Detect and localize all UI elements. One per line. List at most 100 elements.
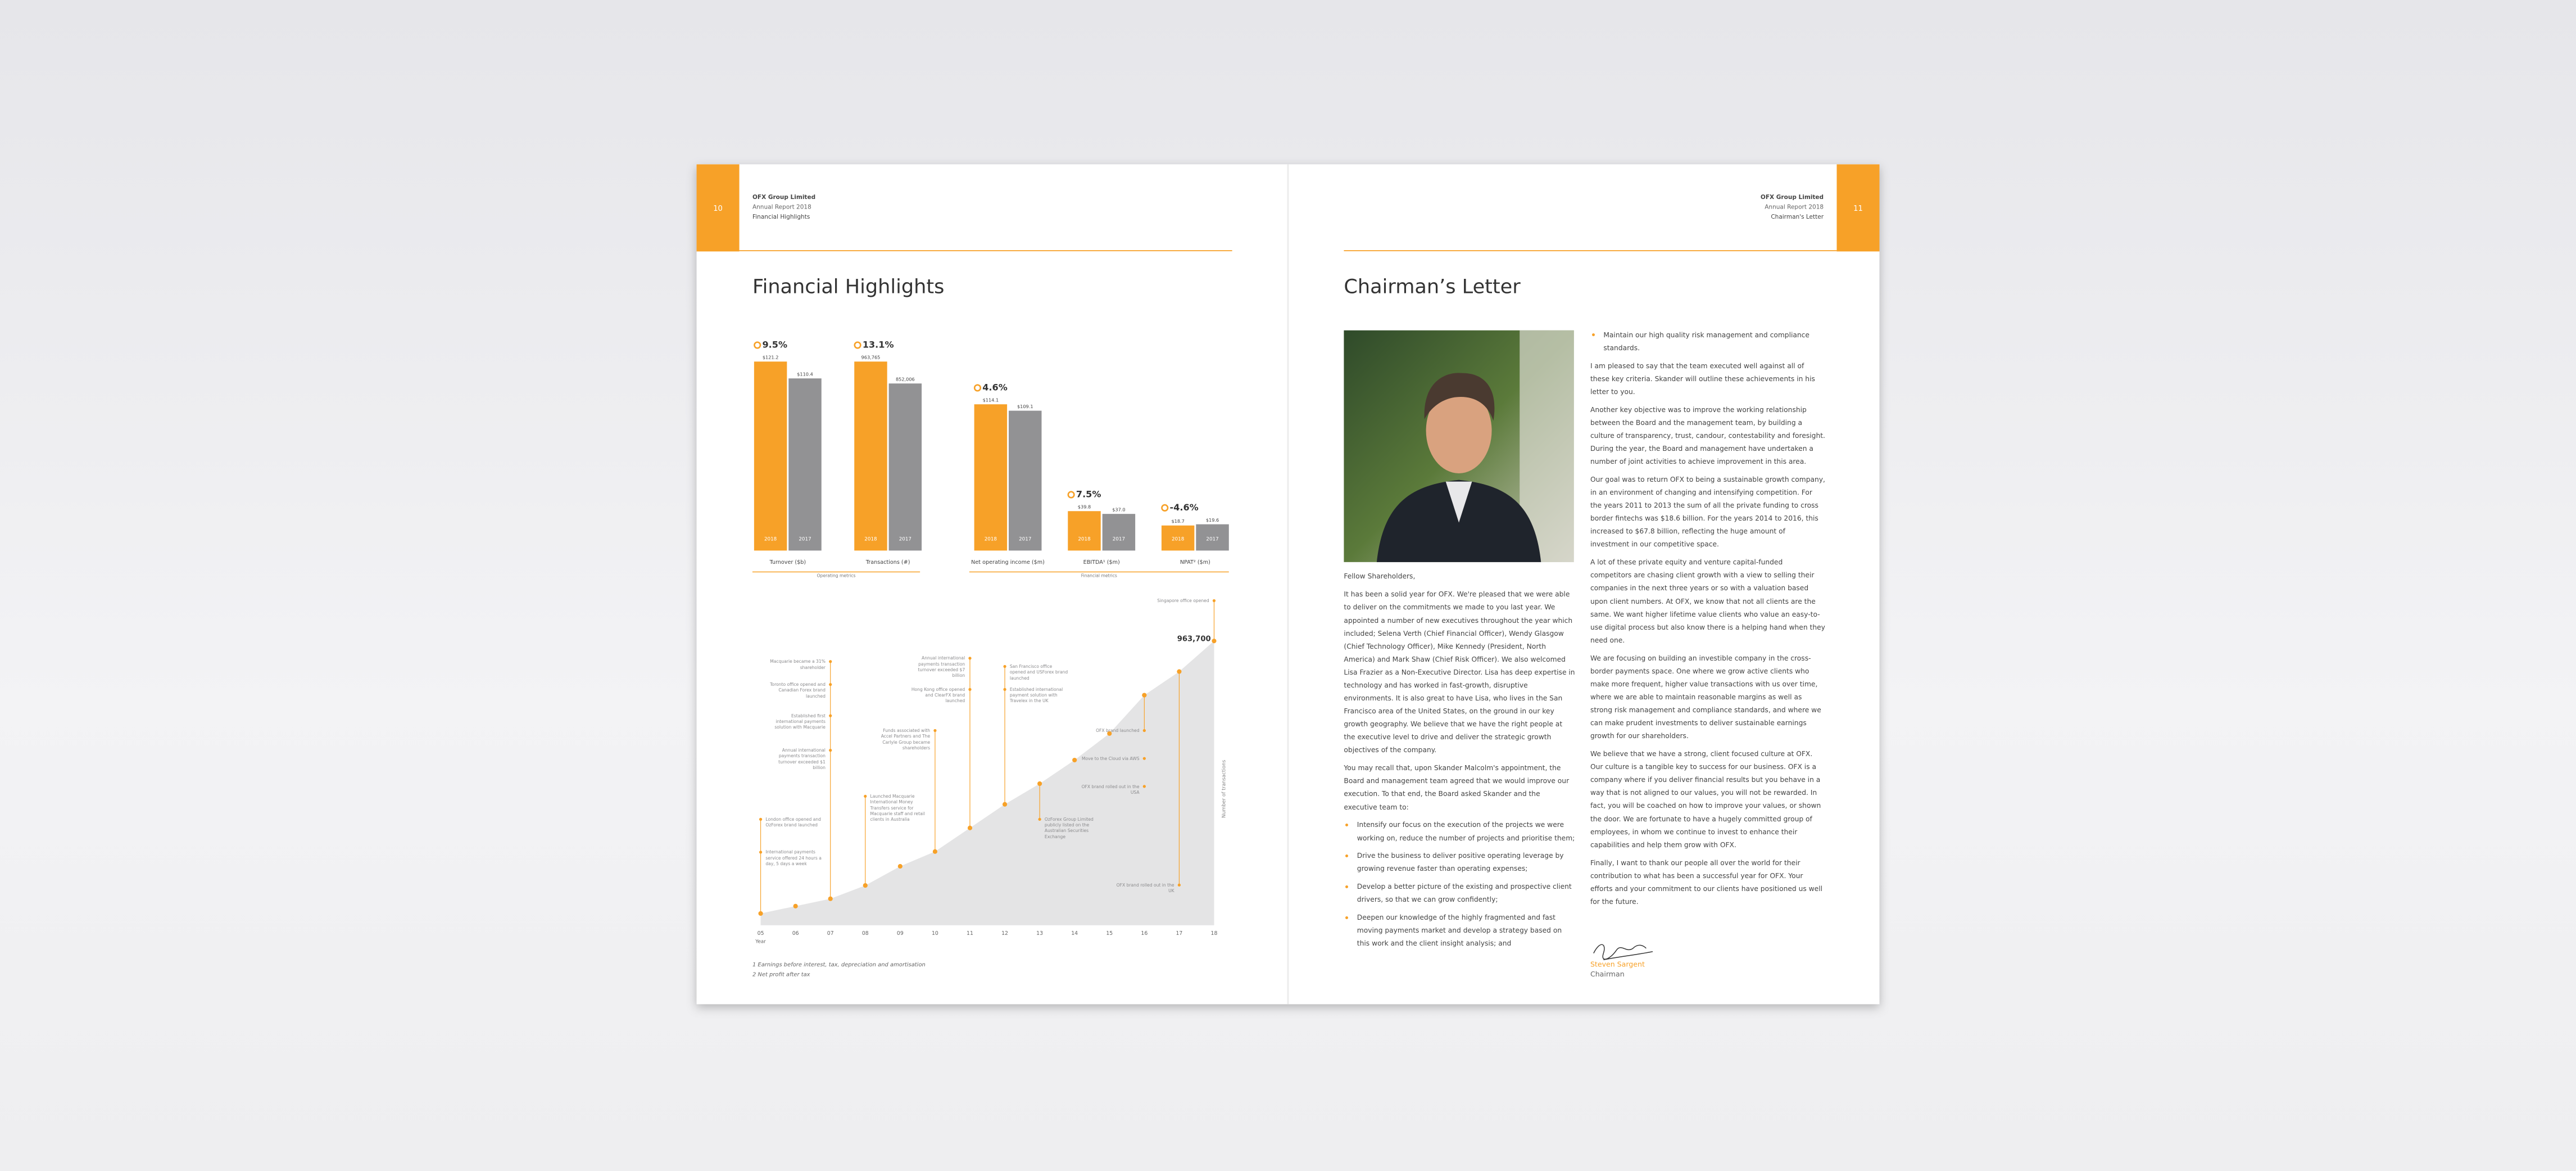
bar-category-label: 2018 <box>1078 536 1090 542</box>
x-tick-label: 08 <box>862 930 869 937</box>
annotation: Annual international payments transactio… <box>778 748 826 770</box>
annotation-dot <box>968 657 972 660</box>
data-point <box>758 911 763 916</box>
bar <box>1196 524 1229 551</box>
x-tick-label: 14 <box>1071 930 1078 937</box>
bullet-list: Maintain our high quality risk managemen… <box>1590 329 1825 355</box>
bar-category-label: 2017 <box>1019 536 1031 542</box>
page-tab <box>1836 164 1880 252</box>
letter-column: Maintain our high quality risk managemen… <box>1590 329 1825 914</box>
bar-axis-label: EBITDA¹ ($m) <box>1083 559 1120 566</box>
annotation: Established international payment soluti… <box>1009 687 1063 704</box>
page-tab <box>696 164 740 252</box>
bar <box>1161 525 1195 551</box>
data-point <box>1177 669 1182 674</box>
group-label: Operating metrics <box>817 573 856 578</box>
header-company: OFX Group Limited <box>1761 194 1824 201</box>
bar-axis-label: Transactions (#) <box>865 559 910 566</box>
letter-column: Fellow Shareholders, It has been a solid… <box>1344 570 1575 955</box>
data-point <box>828 896 833 901</box>
annotation-dot <box>968 688 972 691</box>
bar-value-label: $114.1 <box>983 397 999 403</box>
page-title: Chairman’s Letter <box>1344 275 1521 299</box>
annotation: Launched Macquarie International Money T… <box>870 794 925 822</box>
bar-category-label: 2018 <box>1172 536 1184 542</box>
annotation-dot <box>933 729 937 733</box>
x-tick-label: 11 <box>967 930 973 937</box>
bar <box>888 383 922 551</box>
annotation-dot <box>1038 817 1041 821</box>
annotation: OFX brand launched <box>1096 728 1140 734</box>
bullet: Intensify our focus on the execution of … <box>1344 819 1575 844</box>
bar-value-label: $109.1 <box>1017 404 1033 409</box>
x-tick-label: 12 <box>1001 930 1008 937</box>
bar <box>974 404 1008 551</box>
footnote: 1 Earnings before interest, tax, depreci… <box>752 962 926 968</box>
annotation-dot <box>759 817 763 821</box>
x-tick-label: 09 <box>897 930 904 937</box>
paragraph: Our goal was to return OFX to being a su… <box>1590 475 1825 549</box>
page-number: 11 <box>1853 205 1863 213</box>
bar-value-label: $121.2 <box>763 354 779 360</box>
data-point <box>1002 802 1008 807</box>
x-tick-label: 10 <box>932 930 938 937</box>
bullet: Deepen our knowledge of the highly fragm… <box>1344 911 1575 950</box>
annotation: Funds associated with Accel Partners and… <box>881 728 931 750</box>
change-icon <box>973 384 982 392</box>
annotation: Macquarie became a 31% shareholder <box>770 659 826 670</box>
header-company: OFX Group Limited <box>752 194 815 201</box>
y-axis-label: Number of transactions <box>1222 759 1227 818</box>
header-section: Chairman's Letter <box>1771 214 1824 220</box>
paragraph: I am pleased to say that the team execut… <box>1590 361 1815 396</box>
change-icon <box>1161 504 1169 512</box>
bar <box>1009 410 1042 551</box>
x-tick-label: 16 <box>1141 930 1148 937</box>
paragraph: We are focusing on building an investibl… <box>1590 654 1821 740</box>
change-icon <box>754 341 761 349</box>
annotation-dot <box>829 714 832 717</box>
bar-axis-label: Net operating income ($m) <box>971 559 1045 566</box>
bar-category-label: 2017 <box>899 536 911 542</box>
annotation: OFX brand rolled out in the UK <box>1116 882 1174 894</box>
bar <box>1068 511 1101 551</box>
annotation-dot <box>829 748 832 752</box>
data-point <box>1142 693 1147 698</box>
data-point <box>1072 757 1077 763</box>
bar-value-label: $110.4 <box>797 371 813 377</box>
data-point <box>932 849 938 854</box>
annotation: Singapore office opened <box>1157 598 1209 604</box>
chairman-photo <box>1344 330 1574 562</box>
annotation: Hong Kong office opened and ClearFX bran… <box>911 687 965 704</box>
annotation-dot <box>1003 664 1006 668</box>
header-section: Financial Highlights <box>752 214 810 220</box>
data-point <box>1107 731 1112 736</box>
change-label: 9.5% <box>763 339 788 350</box>
annotation: OFX brand rolled out in the USA <box>1081 784 1140 795</box>
x-axis-label: Year <box>755 939 766 945</box>
group-label: Financial metrics <box>1081 573 1117 578</box>
bar-axis-label: NPAT² ($m) <box>1180 559 1210 566</box>
data-point <box>967 825 973 830</box>
bar-category-label: 2018 <box>764 536 777 542</box>
bar-value-label: 963,765 <box>861 354 881 360</box>
change-label: 7.5% <box>1076 489 1101 499</box>
annotation-dot <box>1142 729 1146 733</box>
bullet: Drive the business to deliver positive o… <box>1344 849 1575 875</box>
paragraph: A lot of these private equity and ventur… <box>1590 558 1825 644</box>
x-tick-label: 06 <box>792 930 799 937</box>
signature <box>1593 944 1653 961</box>
page-number: 10 <box>713 205 723 213</box>
bar-value-label: 852,006 <box>896 376 915 382</box>
change-label: 13.1% <box>863 339 894 350</box>
bar <box>788 378 822 551</box>
bar <box>754 361 787 551</box>
x-tick-label: 05 <box>758 930 764 937</box>
bar-category-label: 2017 <box>799 536 811 542</box>
annotation-dot <box>829 660 832 663</box>
bar-value-label: $37.0 <box>1112 507 1125 512</box>
bullet: Develop a better picture of the existing… <box>1344 880 1575 906</box>
annotation-dot <box>1142 757 1146 760</box>
x-tick-label: 15 <box>1106 930 1113 937</box>
